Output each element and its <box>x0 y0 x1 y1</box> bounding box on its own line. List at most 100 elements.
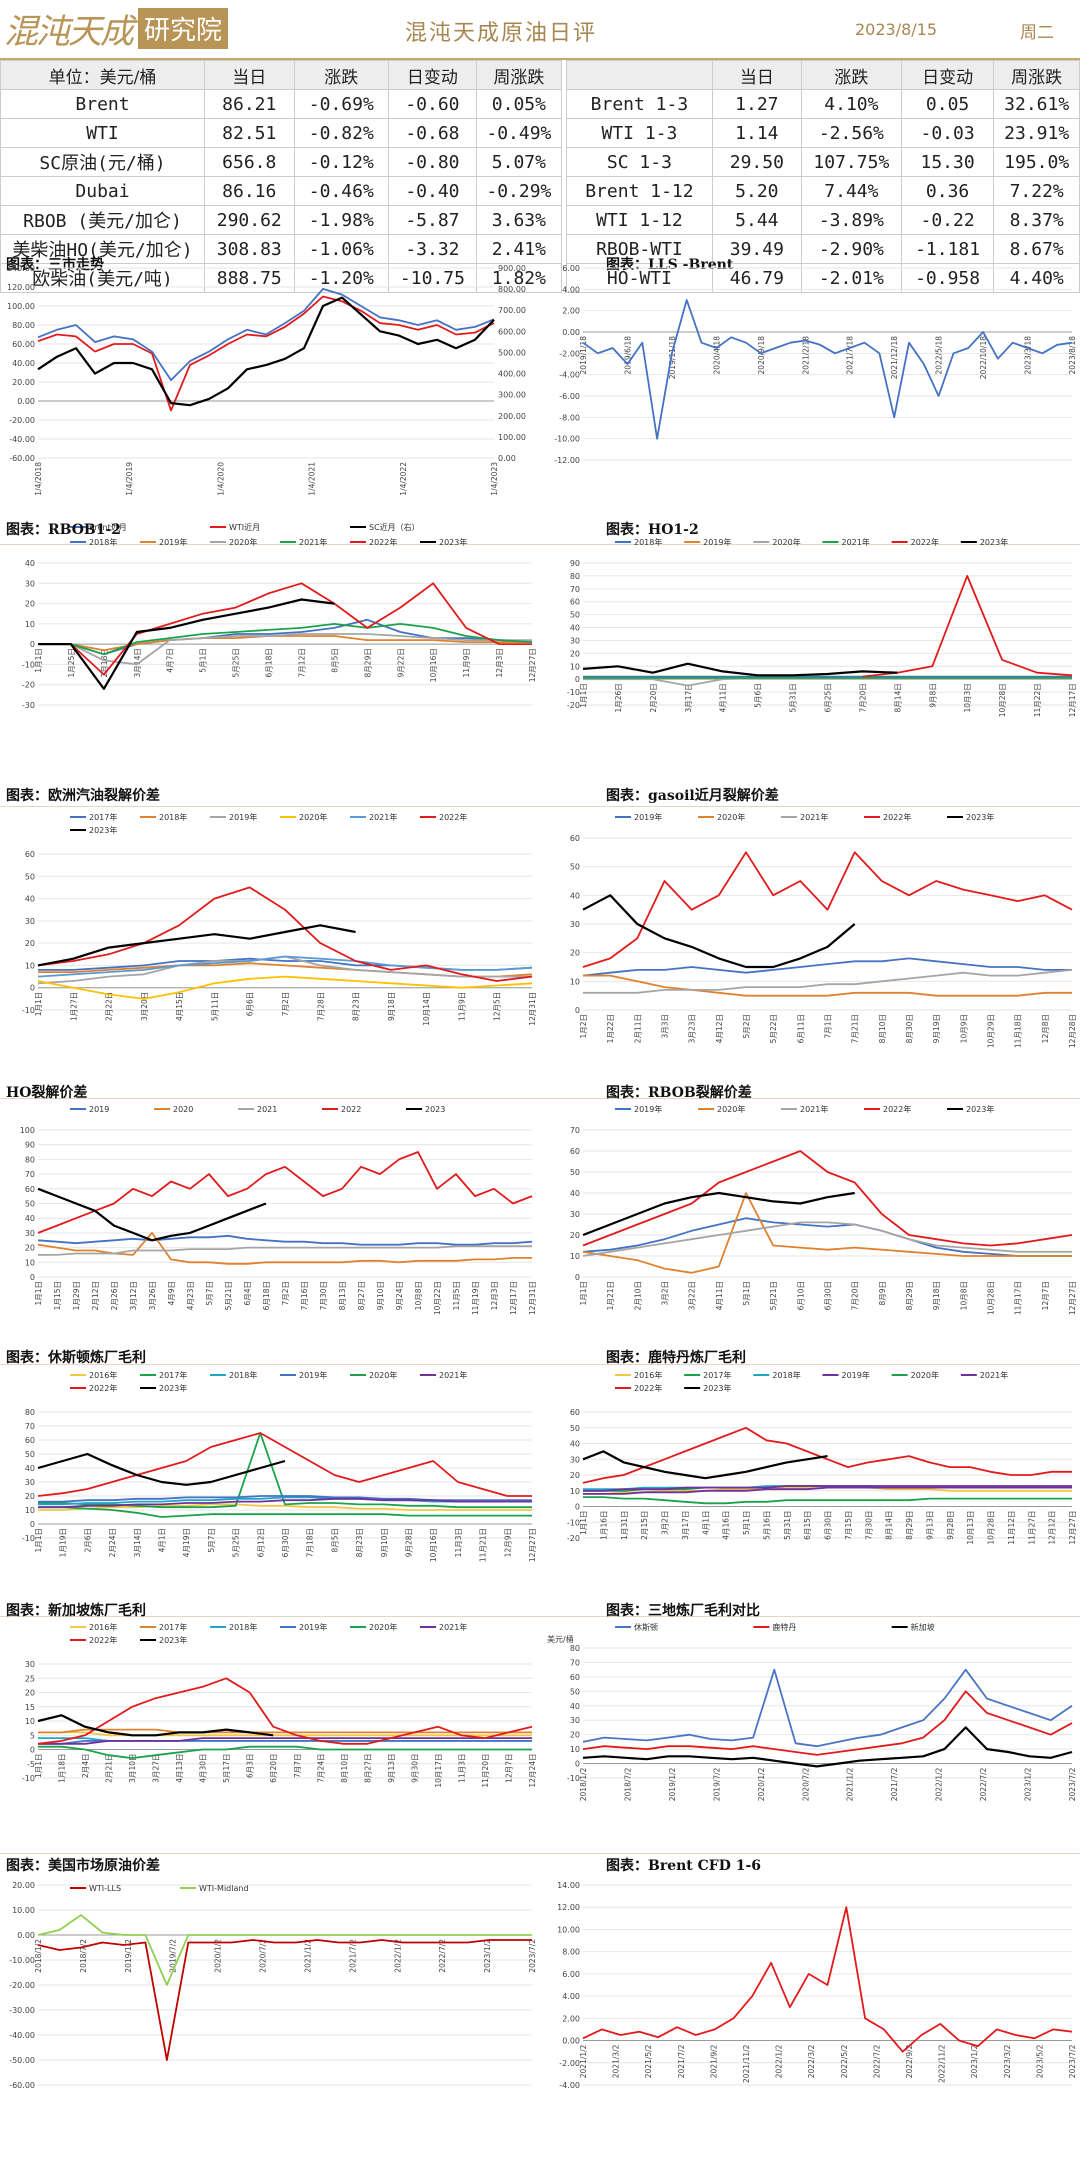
table-cell: 29.50 <box>711 147 802 177</box>
x-tick-label: 12月7日 <box>504 1754 513 1783</box>
x-tick-label: 2021/9/2 <box>709 2044 718 2078</box>
y-tick-label: -20 <box>567 1534 580 1543</box>
legend-label: 2019年 <box>634 1104 662 1114</box>
x-tick-label: 1月26日 <box>614 683 623 712</box>
x-tick-label: 2021/11/2 <box>742 2044 751 2083</box>
y-tick-label: -10 <box>567 1518 580 1527</box>
x-tick-label: 9月28日 <box>405 1528 414 1557</box>
table-cell: -0.69% <box>293 89 390 119</box>
y-tick-label: 10 <box>570 1487 580 1496</box>
y-tick-label: 25 <box>25 1674 35 1683</box>
y-tick-label: 60 <box>570 598 580 607</box>
table-cell: 日变动 <box>900 60 995 90</box>
series-line <box>37 1187 267 1242</box>
x-tick-label: 1月1日 <box>34 1528 43 1553</box>
y-tick-label: 70 <box>570 585 580 594</box>
x-tick-label: 8月23日 <box>352 992 361 1021</box>
x-tick-label: 1/4/2022 <box>399 462 408 496</box>
legend-label: 2020年 <box>911 1370 939 1380</box>
table-cell: 308.83 <box>203 234 295 264</box>
x-tick-label: 4月19日 <box>182 1528 191 1557</box>
x-tick-label: 11月12日 <box>1007 1511 1016 1545</box>
legend-label: 2019年 <box>634 812 662 822</box>
chart-c12: 80 70 60 50 40 30 20 10 0 -10 美元/桶 2018/1/2 2018/7/2… <box>547 1622 1077 1801</box>
y-tick-label: 50 <box>25 1200 35 1209</box>
y-tick-label: -6.00 <box>559 392 580 401</box>
report-header: 混沌天成 研究院 混沌天成原油日评 2023/8/15 周二 <box>0 0 1080 60</box>
x-tick-label: 7月2日 <box>281 992 290 1017</box>
y-tick-label: 10 <box>570 662 580 671</box>
x-tick-label: 3月14日 <box>133 648 142 677</box>
x-tick-label: 6月30日 <box>824 1281 833 1310</box>
x-tick-label: 6月12日 <box>256 1528 265 1557</box>
x-tick-label: 1月1日 <box>579 683 588 708</box>
legend-label: WTI近月 <box>229 522 260 532</box>
x-tick-label: 2019/7/2 <box>169 1939 178 1973</box>
x-tick-label: 11月3日 <box>454 1528 463 1557</box>
y-tick-label: -60.00 <box>9 454 35 463</box>
x-tick-label: 2018/1/2 <box>34 1939 43 1973</box>
y-tick-label: 2.00 <box>562 2014 580 2023</box>
series-line <box>37 1914 532 1986</box>
x-tick-label: 3月17日 <box>684 683 693 712</box>
table-cell: 86.16 <box>203 176 295 206</box>
legend-label: 2022年 <box>911 537 939 547</box>
logo-text: 混沌天成 <box>4 11 134 52</box>
y-tick-label: 10 <box>570 1252 580 1261</box>
y-tick-label: -2.00 <box>559 349 580 358</box>
row-label: Dubai <box>0 176 205 206</box>
table-cell: -0.29% <box>475 176 563 206</box>
legend-label: 鹿特丹 <box>772 1622 796 1632</box>
x-tick-label: 2021/5/2 <box>644 2044 653 2078</box>
x-tick-label: 4月11日 <box>715 1281 724 1310</box>
x-tick-label: 5月21日 <box>769 1281 778 1310</box>
table-cell: 7.22% <box>993 176 1080 206</box>
x-tick-label: 5月17日 <box>222 1754 231 1783</box>
y-tick-label: 50 <box>570 611 580 620</box>
chart-title: 图表：HO1-2 <box>606 522 699 538</box>
y-tick-label: 90 <box>25 1141 35 1150</box>
x-tick-label: 2022/7/2 <box>872 2044 881 2078</box>
series-line <box>582 1726 1073 1768</box>
x-tick-label: 1月18日 <box>58 1754 67 1783</box>
series-line <box>38 1745 532 1759</box>
x-tick-label: 2023/1/2 <box>483 1939 492 1973</box>
x-tick-label: 9月13日 <box>925 1511 934 1540</box>
x-tick-label: 5月6日 <box>754 683 763 708</box>
y-tick-label: 30 <box>25 917 35 926</box>
table-cell: 4.10% <box>800 89 902 119</box>
x-tick-label: 2023/3/2 <box>1003 2044 1012 2078</box>
y-tick-label: 10 <box>25 961 35 970</box>
y2-tick-label: 300.00 <box>498 391 526 400</box>
legend-label: 2019年 <box>703 537 731 547</box>
x-tick-label: 9月19日 <box>932 1014 941 1043</box>
spread-table: 当日 涨跌 日变动 周涨跌 Brent 1-3 1.27 4.10% 0.05 32.61% WT… <box>566 60 1080 293</box>
y2-tick-label: 600.00 <box>498 327 526 336</box>
y-tick-label: -60.00 <box>9 2081 35 2090</box>
legend-label: 2022年 <box>634 1383 662 1393</box>
y-tick-label: -20.00 <box>9 1981 35 1990</box>
series-line <box>37 296 495 407</box>
y-tick-label: 15 <box>25 1703 35 1712</box>
x-tick-label: 10月14日 <box>422 992 431 1026</box>
y-tick-label: 60 <box>570 1673 580 1682</box>
table-row: WTI 82.51 -0.82% -0.68 -0.49% <box>0 118 563 148</box>
legend-label: 2017年 <box>703 1370 731 1380</box>
series-line <box>582 1217 1072 1257</box>
x-tick-label: 1月25日 <box>67 648 76 677</box>
x-tick-label: 12月31日 <box>528 992 537 1026</box>
x-tick-label: 2022/7/2 <box>438 1939 447 1973</box>
legend-label: 2021年 <box>842 537 870 547</box>
y-tick-label: 40 <box>25 1464 35 1473</box>
x-tick-label: 2019/1/2 <box>124 1939 133 1973</box>
logo-box: 研究院 <box>138 7 229 49</box>
x-tick-label: 12月12日 <box>1048 1511 1057 1545</box>
x-tick-label: 8月10日 <box>878 1014 887 1043</box>
y-tick-label: 20 <box>570 1471 580 1480</box>
legend-label: 2023年 <box>966 812 994 822</box>
x-tick-label: 12月27日 <box>528 648 537 682</box>
legend-label: 2022年 <box>439 812 467 822</box>
x-tick-label: 2021/1/2 <box>303 1939 312 1973</box>
chart-title: 图表：RBOB1-2 <box>6 522 122 538</box>
